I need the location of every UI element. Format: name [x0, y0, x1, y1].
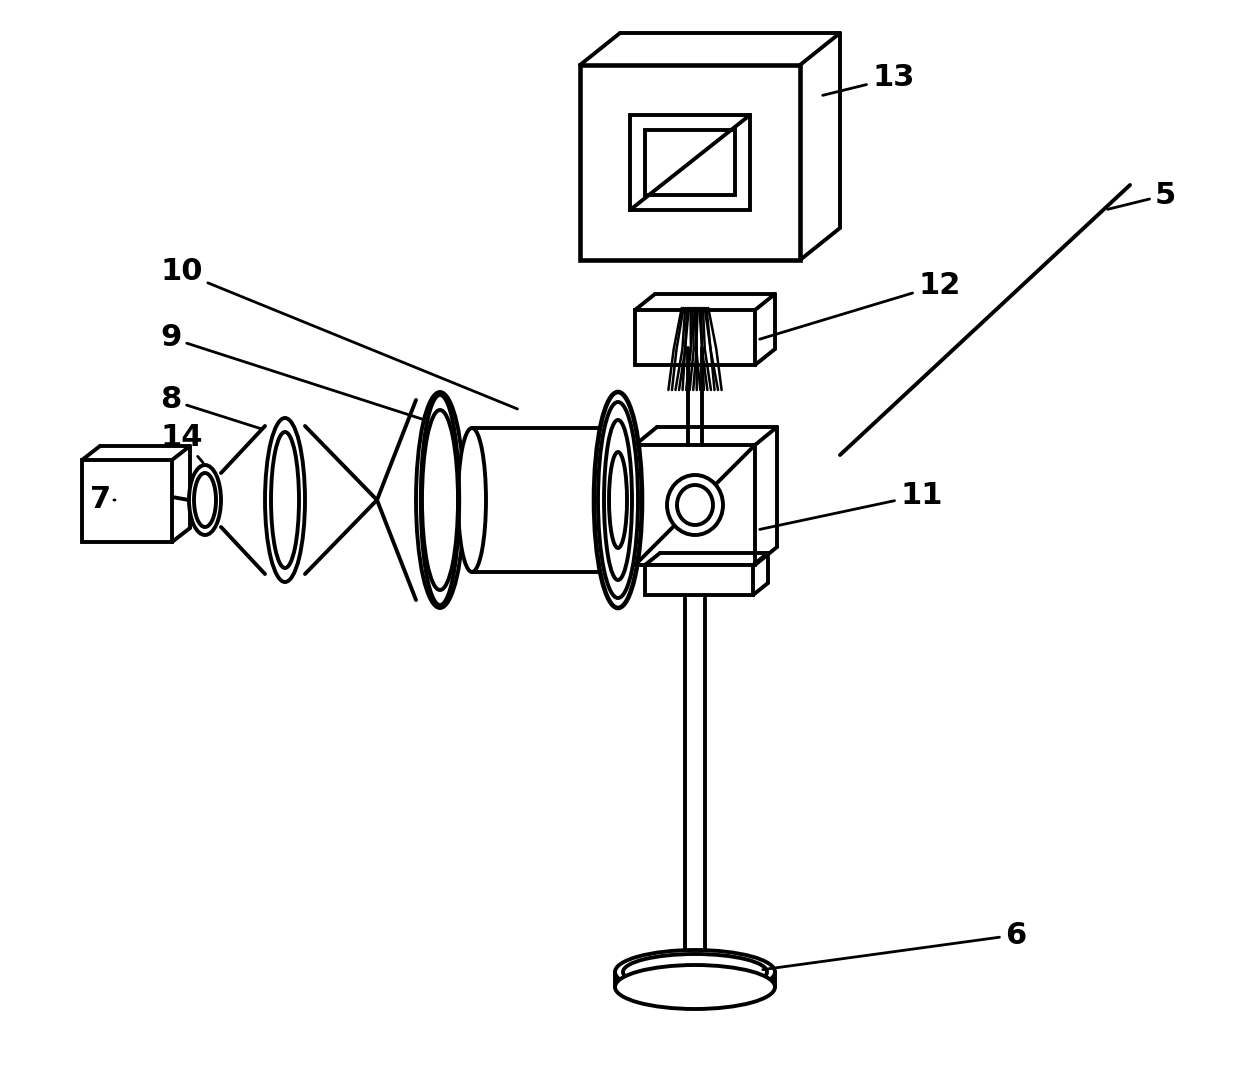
Ellipse shape: [677, 485, 713, 525]
Bar: [580, 66, 800, 260]
Text: 8: 8: [160, 386, 263, 430]
Text: 11: 11: [760, 480, 942, 529]
Ellipse shape: [272, 432, 299, 568]
Bar: [630, 115, 750, 211]
Ellipse shape: [598, 402, 639, 598]
Bar: [635, 445, 755, 565]
Ellipse shape: [622, 954, 768, 990]
Ellipse shape: [604, 420, 632, 580]
Ellipse shape: [458, 429, 486, 572]
Text: 7: 7: [91, 485, 115, 514]
Text: 10: 10: [160, 258, 517, 409]
Bar: [645, 565, 753, 595]
Text: 12: 12: [760, 271, 960, 339]
Text: 5: 5: [1107, 180, 1177, 209]
Bar: [82, 460, 172, 542]
Ellipse shape: [615, 950, 775, 995]
Ellipse shape: [594, 392, 642, 608]
Text: 14: 14: [160, 422, 203, 463]
Ellipse shape: [615, 966, 775, 1008]
Ellipse shape: [193, 473, 216, 527]
Ellipse shape: [188, 465, 221, 535]
Ellipse shape: [667, 475, 723, 535]
Ellipse shape: [265, 418, 305, 582]
Text: 13: 13: [822, 63, 914, 96]
Text: 6: 6: [763, 920, 1027, 970]
Bar: [635, 310, 755, 365]
Text: 9: 9: [160, 323, 423, 419]
Ellipse shape: [609, 452, 627, 548]
Bar: [645, 130, 735, 195]
Ellipse shape: [415, 392, 464, 608]
